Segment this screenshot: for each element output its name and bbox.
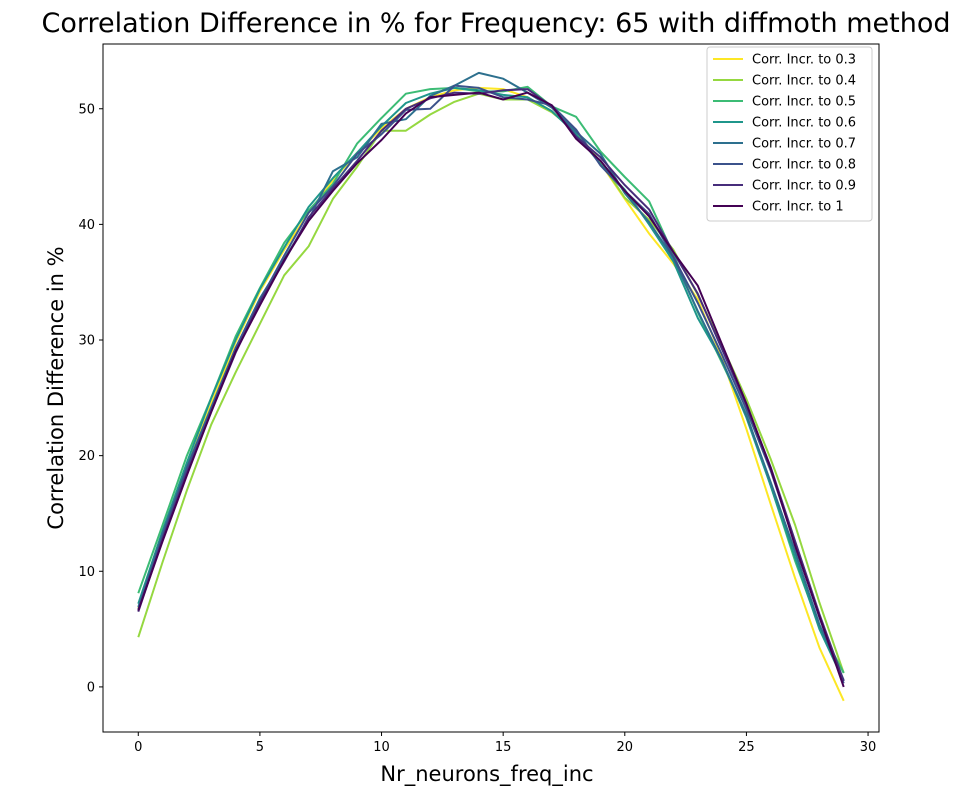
plot-frame xyxy=(102,43,880,733)
x-tick-label: 20 xyxy=(617,740,634,755)
x-tick-label: 25 xyxy=(738,740,755,755)
legend-label: Corr. Incr. to 0.9 xyxy=(752,179,856,194)
series-line-8 xyxy=(137,91,845,688)
y-axis-title: Correlation Difference in % xyxy=(44,246,68,529)
legend-box xyxy=(706,46,873,222)
x-axis-title: Nr_neurons_freq_inc xyxy=(380,762,593,787)
x-tick-label: 0 xyxy=(134,740,142,755)
x-tick-label: 5 xyxy=(256,740,264,755)
legend-label: Corr. Incr. to 0.6 xyxy=(752,116,856,131)
y-tick-label: 0 xyxy=(87,680,95,695)
x-tick-label: 30 xyxy=(860,740,877,755)
legend-label: Corr. Incr. to 0.5 xyxy=(752,95,856,110)
y-tick-label: 20 xyxy=(78,449,95,464)
legend-label: Corr. Incr. to 0.8 xyxy=(752,158,856,173)
series-line-7 xyxy=(137,88,845,682)
legend-label: Corr. Incr. to 1 xyxy=(752,200,844,215)
axes: 0 5 10 15 20 25 30 0 10 20 30 40 50 xyxy=(78,102,876,755)
chart-title: Correlation Difference in % for Frequenc… xyxy=(42,8,951,39)
x-tick-label: 10 xyxy=(373,740,390,755)
series-lines xyxy=(137,71,845,702)
y-tick-label: 40 xyxy=(78,218,95,233)
x-tick-label: 15 xyxy=(495,740,512,755)
legend-label: Corr. Incr. to 0.4 xyxy=(752,74,856,89)
legend-label: Corr. Incr. to 0.3 xyxy=(752,53,856,68)
y-tick-label: 10 xyxy=(78,565,95,580)
legend-label: Corr. Incr. to 0.7 xyxy=(752,137,856,152)
y-tick-label: 30 xyxy=(78,334,95,349)
legend: Corr. Incr. to 0.3 Corr. Incr. to 0.4 Corr… xyxy=(706,46,873,222)
y-tick-label: 50 xyxy=(78,102,95,117)
